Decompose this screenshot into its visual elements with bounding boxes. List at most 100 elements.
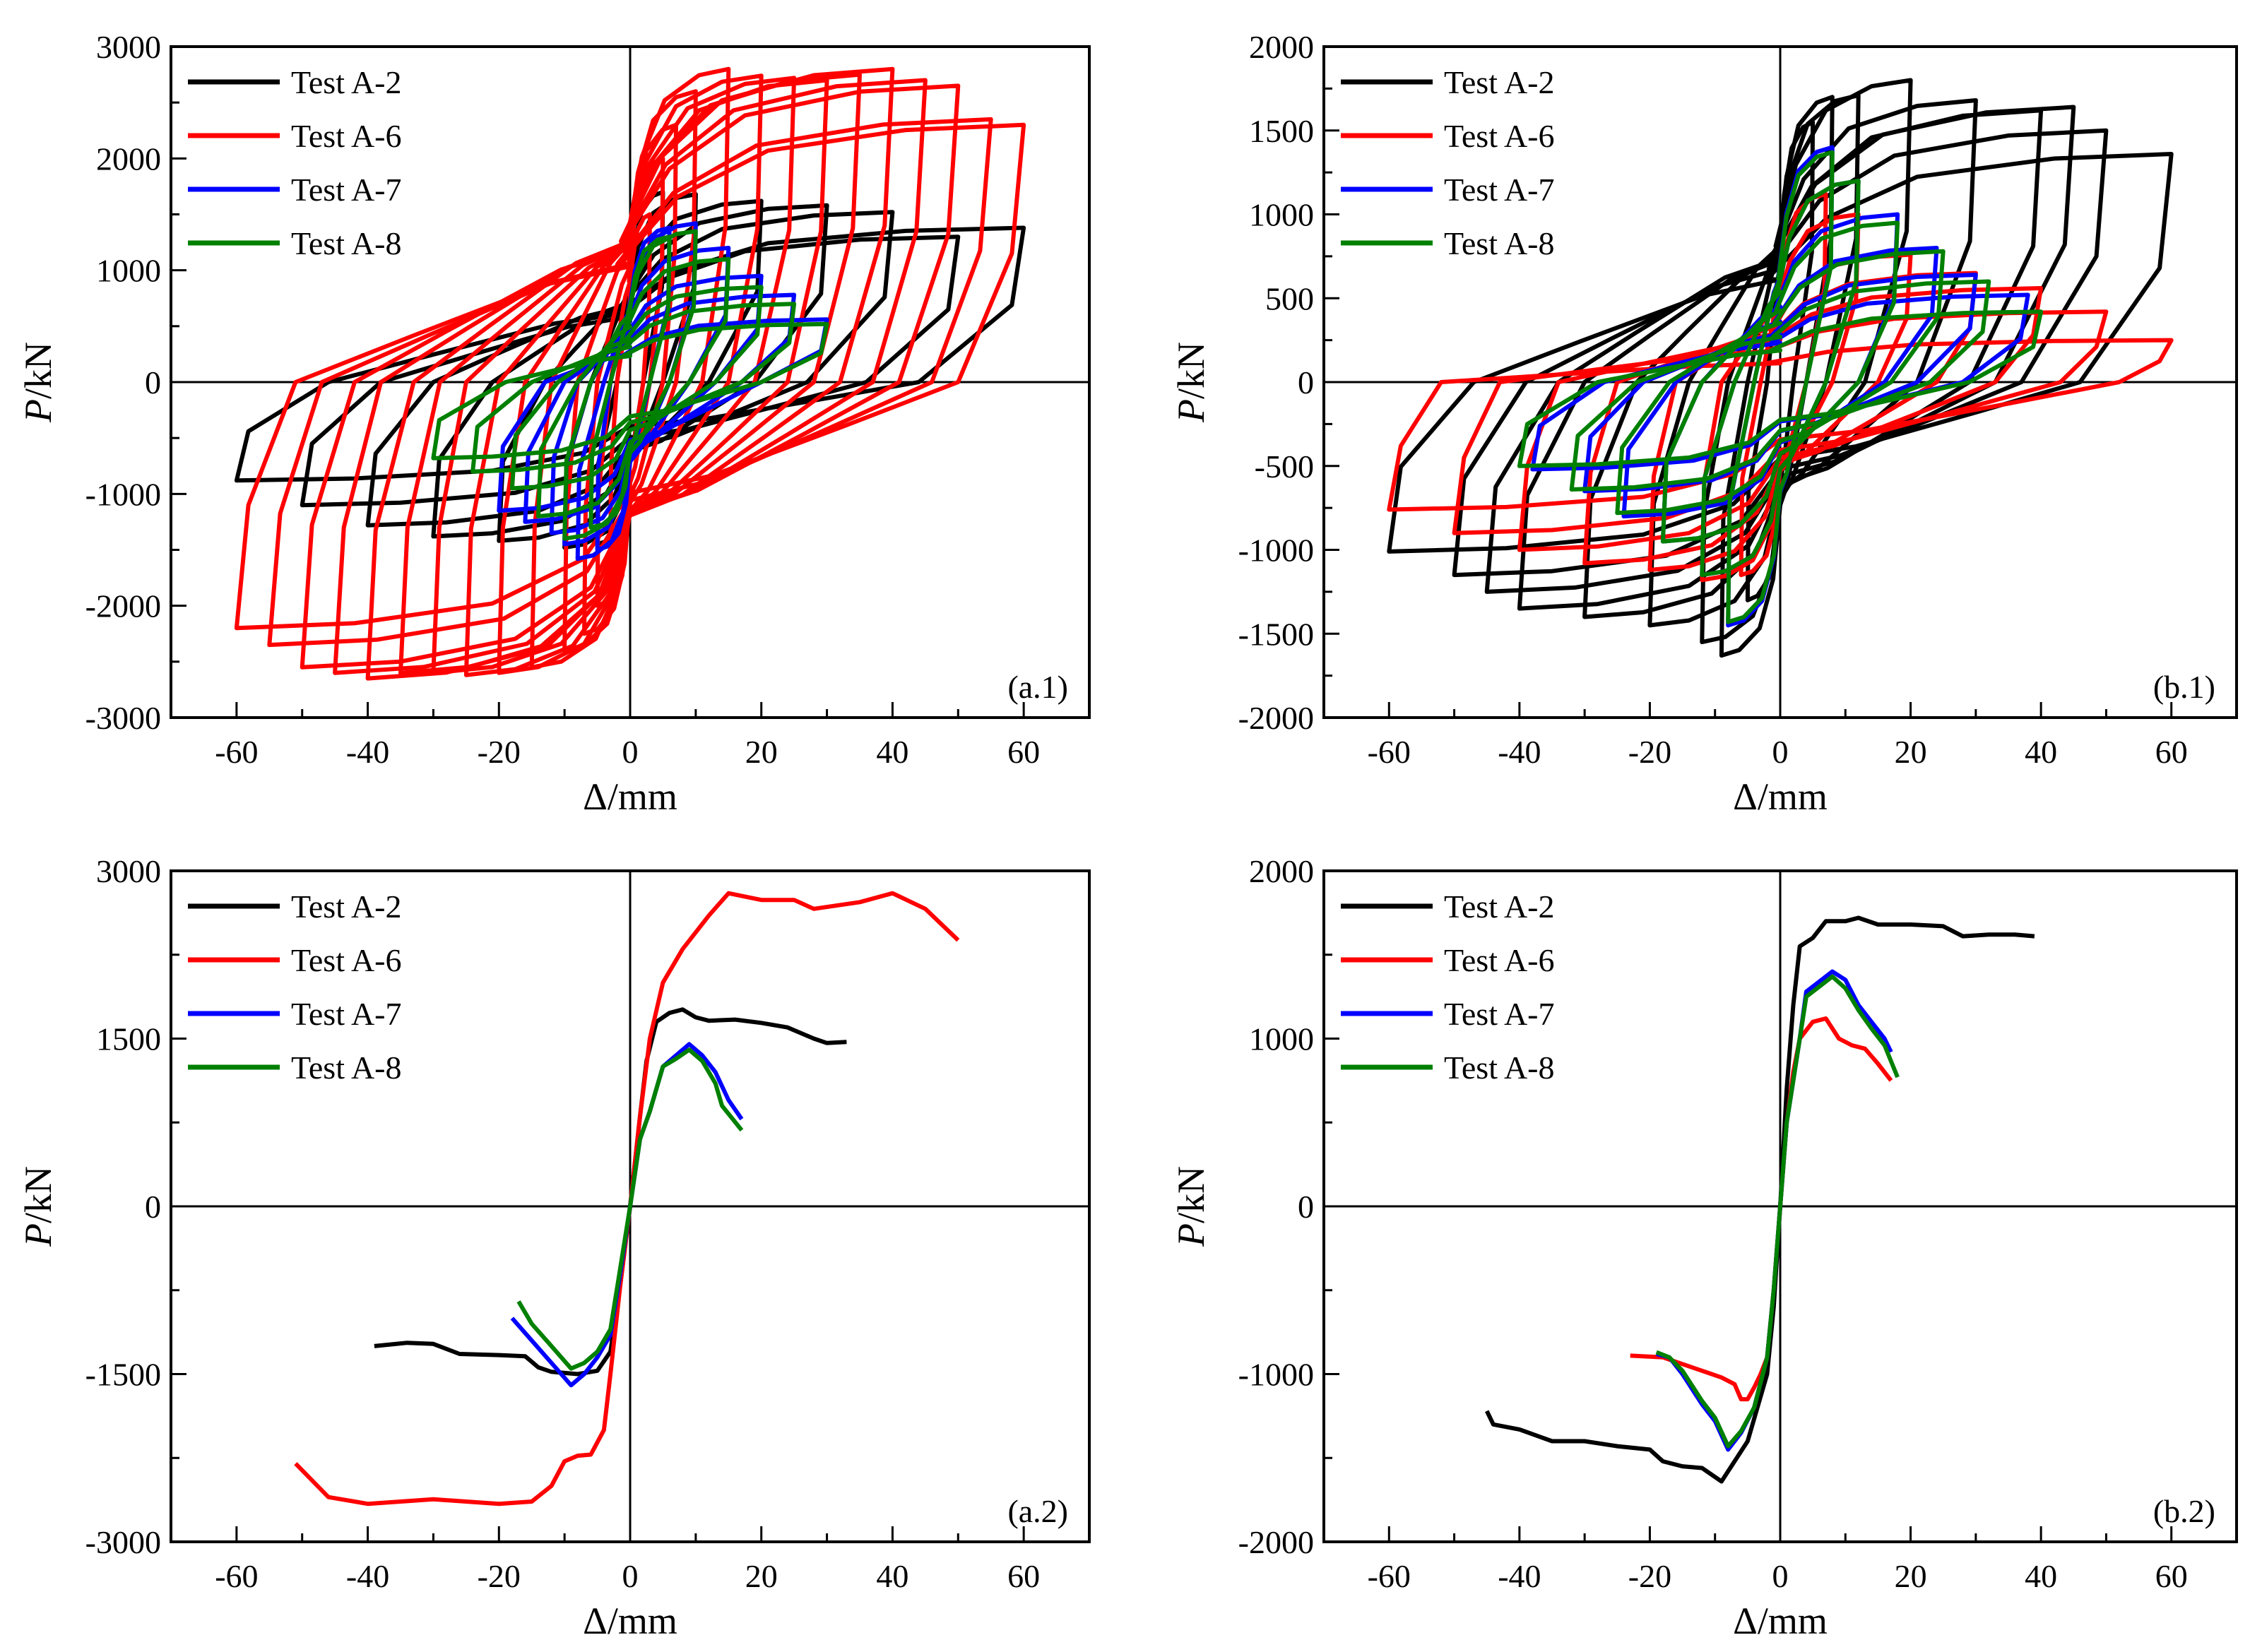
x-tick-label: 40 bbox=[2025, 734, 2057, 770]
x-axis-symbol: Δ bbox=[1733, 1600, 1758, 1642]
x-tick-label: -20 bbox=[478, 734, 521, 770]
legend-label: Test A-2 bbox=[291, 64, 402, 100]
legend-label: Test A-6 bbox=[1444, 942, 1555, 978]
x-tick-label: 40 bbox=[2025, 1558, 2057, 1594]
y-tick-label: 3000 bbox=[96, 29, 161, 65]
legend: Test A-2 Test A-6 Test A-7 Test A-8 bbox=[1341, 64, 1555, 261]
y-tick-label: 2000 bbox=[96, 141, 161, 177]
x-tick-label: 40 bbox=[876, 1558, 908, 1594]
y-axis-symbol: P bbox=[17, 399, 59, 423]
legend-label: Test A-7 bbox=[1444, 996, 1555, 1032]
series-test-a-2 bbox=[1484, 915, 2035, 1484]
x-tick-label: 60 bbox=[1007, 1558, 1040, 1594]
y-tick-label: 500 bbox=[1265, 280, 1314, 316]
y-tick-label: -3000 bbox=[85, 700, 161, 736]
series-test-a-8 bbox=[516, 1047, 744, 1371]
legend-label: Test A-8 bbox=[291, 1050, 402, 1086]
plot-area bbox=[1484, 915, 2035, 1484]
legend-label: Test A-6 bbox=[291, 118, 402, 154]
y-tick-label: -2000 bbox=[1238, 700, 1314, 736]
x-tick-label: -40 bbox=[1498, 734, 1541, 770]
x-axis-symbol: Δ bbox=[1733, 776, 1758, 818]
x-tick-label: 40 bbox=[876, 734, 908, 770]
y-axis-title: P/kN bbox=[17, 1166, 59, 1247]
x-axis-unit: /mm bbox=[608, 776, 677, 818]
hysteresis-loop bbox=[431, 321, 829, 460]
y-tick-label: -2000 bbox=[1238, 1524, 1314, 1560]
series-test-a-8 bbox=[1517, 150, 2044, 624]
legend-label: Test A-7 bbox=[1444, 172, 1555, 208]
legend-label: Test A-6 bbox=[1444, 118, 1555, 154]
x-tick-label: 60 bbox=[2155, 1558, 2188, 1594]
hysteresis-loop bbox=[1726, 150, 1835, 624]
legend-label: Test A-8 bbox=[291, 225, 402, 261]
y-tick-label: 0 bbox=[145, 1189, 161, 1225]
y-axis-unit: /kN bbox=[1170, 1166, 1212, 1223]
y-tick-label: 1000 bbox=[96, 253, 161, 289]
chart-a1: -60 -40 -20 0 20 40 60 -3000 -2000 -1000 0 1000 2000… bbox=[17, 29, 1091, 818]
legend-label: Test A-8 bbox=[1444, 225, 1555, 261]
x-tick-label: -20 bbox=[478, 1558, 521, 1594]
x-tick-label: 60 bbox=[2155, 734, 2188, 770]
y-tick-label: -1500 bbox=[1238, 616, 1314, 652]
x-tick-label: -60 bbox=[1368, 1558, 1411, 1594]
legend-label: Test A-6 bbox=[291, 942, 402, 978]
y-tick-label: 0 bbox=[1298, 364, 1314, 400]
x-axis-symbol: Δ bbox=[583, 776, 608, 818]
hysteresis-loop bbox=[1660, 220, 1900, 544]
legend-label: Test A-2 bbox=[291, 889, 402, 925]
panel-label: (a.2) bbox=[1007, 1493, 1068, 1529]
plot-area bbox=[234, 66, 1026, 681]
hysteresis-loop bbox=[1452, 128, 2109, 578]
hysteresis-loop bbox=[1569, 279, 1991, 492]
hysteresis-loop bbox=[536, 256, 731, 518]
x-tick-label: -40 bbox=[1498, 1558, 1541, 1594]
legend-label: Test A-2 bbox=[1444, 889, 1555, 925]
y-tick-label: 1000 bbox=[1249, 1021, 1314, 1057]
hysteresis-loop bbox=[1700, 179, 1861, 578]
x-tick-label: 0 bbox=[1772, 1558, 1789, 1594]
series-test-a-6 bbox=[1630, 1016, 1893, 1402]
x-tick-label: -40 bbox=[346, 734, 389, 770]
x-axis-title: Δ/mm bbox=[1733, 776, 1828, 818]
x-tick-label: 0 bbox=[1772, 734, 1789, 770]
series-test-a-8 bbox=[1655, 974, 1900, 1449]
panel-label: (a.1) bbox=[1007, 669, 1068, 705]
hysteresis-loop bbox=[431, 203, 829, 539]
y-axis-title: P/kN bbox=[1170, 342, 1212, 423]
plot-area bbox=[1387, 78, 2174, 658]
skeleton-curve bbox=[516, 1047, 744, 1371]
y-axis-unit: /kN bbox=[17, 1166, 59, 1223]
legend-label: Test A-2 bbox=[1444, 64, 1555, 100]
chart-b2: -60 -40 -20 0 20 40 60 -2000 -1000 0 1000 2000 Δ/mm P… bbox=[1170, 853, 2238, 1642]
skeleton-curve bbox=[1484, 915, 2035, 1484]
series-test-a-8 bbox=[431, 229, 829, 541]
y-axis-symbol: P bbox=[1170, 1223, 1212, 1247]
y-tick-label: -1000 bbox=[1238, 1357, 1314, 1393]
y-tick-label: 3000 bbox=[96, 853, 161, 889]
x-axis-unit: /mm bbox=[1758, 1600, 1828, 1642]
skeleton-curve bbox=[1655, 969, 1893, 1452]
hysteresis-loop bbox=[1615, 249, 1946, 516]
hysteresis-loop bbox=[431, 78, 829, 675]
x-tick-label: -20 bbox=[1628, 734, 1671, 770]
x-tick-label: 20 bbox=[1895, 1558, 1927, 1594]
series-test-a-7 bbox=[1655, 969, 1893, 1452]
skeleton-curve bbox=[1655, 974, 1900, 1449]
y-tick-label: -3000 bbox=[85, 1524, 161, 1560]
legend-label: Test A-7 bbox=[291, 172, 402, 208]
plot-area bbox=[294, 891, 960, 1507]
panel-label: (b.1) bbox=[2153, 669, 2215, 705]
x-axis-title: Δ/mm bbox=[1733, 1600, 1828, 1642]
skeleton-curve bbox=[1630, 1016, 1893, 1402]
y-tick-label: 0 bbox=[145, 364, 161, 400]
x-axis-unit: /mm bbox=[608, 1600, 677, 1642]
y-tick-label: 2000 bbox=[1249, 29, 1314, 65]
x-tick-label: -60 bbox=[1368, 734, 1411, 770]
y-tick-label: -1000 bbox=[85, 476, 161, 512]
legend: Test A-2 Test A-6 Test A-7 Test A-8 bbox=[188, 889, 402, 1086]
y-tick-label: -500 bbox=[1255, 448, 1314, 485]
y-axis-title: P/kN bbox=[1170, 1166, 1212, 1247]
legend: Test A-2 Test A-6 Test A-7 Test A-8 bbox=[1341, 889, 1555, 1086]
